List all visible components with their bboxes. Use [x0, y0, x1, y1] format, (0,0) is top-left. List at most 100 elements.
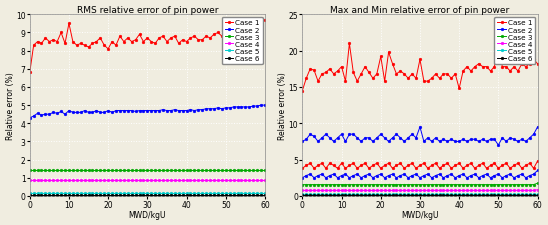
Case 5 [109, 191, 115, 194]
Case 1 [152, 43, 158, 45]
Case 3 [534, 182, 541, 185]
Case 3 [346, 183, 353, 186]
Case 1 [385, 52, 392, 54]
Case 3 [299, 183, 306, 186]
Case 4 [440, 189, 447, 192]
Case 2 [26, 117, 33, 120]
X-axis label: MWD/kgU: MWD/kgU [401, 211, 439, 219]
Case 5 [346, 193, 353, 196]
Line: Case 1: Case 1 [301, 43, 539, 92]
Case 5 [534, 193, 541, 196]
Case 5 [73, 191, 80, 194]
Y-axis label: Relative error (%): Relative error (%) [5, 72, 15, 139]
Line: Case 3: Case 3 [301, 182, 539, 186]
Case 3 [168, 169, 174, 172]
Case 3 [81, 169, 88, 172]
Case 2 [230, 106, 237, 109]
Case 4 [81, 179, 88, 182]
Case 4 [26, 179, 33, 182]
Title: Max and Min relative error of pin power: Max and Min relative error of pin power [330, 6, 510, 14]
Case 3 [503, 183, 510, 186]
Y-axis label: Relative error (%): Relative error (%) [278, 72, 287, 139]
Case 3 [381, 183, 388, 186]
Case 5 [168, 191, 174, 194]
Case 6 [354, 194, 361, 197]
Case 2 [429, 140, 435, 143]
Case 4 [425, 189, 431, 192]
Case 3 [354, 183, 361, 186]
Case 5 [354, 193, 361, 196]
Legend: Case 1, Case 2, Case 3, Case 4, Case 5, Case 6: Case 1, Case 2, Case 3, Case 4, Case 5, … [494, 17, 535, 65]
Case 2 [381, 137, 388, 139]
Case 3 [262, 169, 269, 172]
Line: Case 5: Case 5 [28, 191, 266, 194]
Case 2 [346, 133, 353, 136]
Case 6 [346, 194, 353, 197]
Case 5 [230, 191, 237, 194]
Case 6 [26, 194, 33, 196]
Case 2 [495, 144, 501, 147]
Case 4 [230, 179, 237, 182]
Case 2 [444, 140, 450, 143]
Case 5 [81, 191, 88, 194]
Case 1 [299, 90, 306, 92]
Case 1 [81, 45, 88, 47]
Case 4 [354, 189, 361, 192]
Case 6 [81, 194, 88, 196]
Line: Case 3: Case 3 [28, 169, 266, 172]
Case 1 [507, 70, 513, 73]
Line: Case 6: Case 6 [301, 194, 539, 197]
Case 2 [168, 110, 174, 112]
Case 1 [350, 72, 357, 74]
Case 6 [534, 194, 541, 197]
Legend: Case 1, Case 2, Case 3, Case 4, Case 5, Case 6: Case 1, Case 2, Case 3, Case 4, Case 5, … [222, 17, 263, 65]
Case 1 [73, 45, 80, 47]
Line: Case 1: Case 1 [28, 19, 266, 74]
Line: Case 2: Case 2 [28, 104, 266, 120]
Case 6 [152, 194, 158, 196]
Case 2 [262, 104, 269, 107]
Case 2 [511, 138, 517, 141]
Line: Case 6: Case 6 [28, 194, 266, 196]
Case 6 [262, 194, 269, 196]
Case 2 [81, 110, 88, 112]
Case 2 [299, 140, 306, 143]
Case 4 [73, 179, 80, 182]
Line: Case 2: Case 2 [301, 126, 539, 147]
Case 6 [109, 194, 115, 196]
Case 4 [168, 179, 174, 182]
Case 6 [73, 194, 80, 196]
Case 3 [26, 169, 33, 172]
Case 1 [444, 73, 450, 76]
Case 6 [168, 194, 174, 196]
Case 5 [503, 193, 510, 196]
Case 3 [230, 169, 237, 172]
Case 4 [381, 189, 388, 192]
Case 1 [358, 73, 364, 76]
Case 4 [262, 179, 269, 182]
Case 3 [425, 183, 431, 186]
Case 2 [152, 110, 158, 112]
Case 6 [503, 194, 510, 197]
Case 3 [73, 169, 80, 172]
Case 1 [109, 41, 115, 44]
Case 1 [346, 43, 353, 45]
Case 3 [152, 169, 158, 172]
Line: Case 4: Case 4 [301, 189, 539, 192]
Case 6 [425, 194, 431, 197]
Case 4 [109, 179, 115, 182]
Case 2 [534, 126, 541, 129]
Case 4 [152, 179, 158, 182]
Case 1 [429, 78, 435, 80]
Case 2 [354, 137, 361, 139]
Case 3 [109, 169, 115, 172]
Case 5 [440, 193, 447, 196]
Case 2 [109, 112, 115, 114]
Case 5 [262, 191, 269, 194]
Line: Case 5: Case 5 [301, 193, 539, 196]
Case 3 [440, 183, 447, 186]
Case 1 [230, 32, 237, 35]
Case 1 [262, 19, 269, 22]
Case 4 [346, 189, 353, 192]
Case 6 [440, 194, 447, 197]
